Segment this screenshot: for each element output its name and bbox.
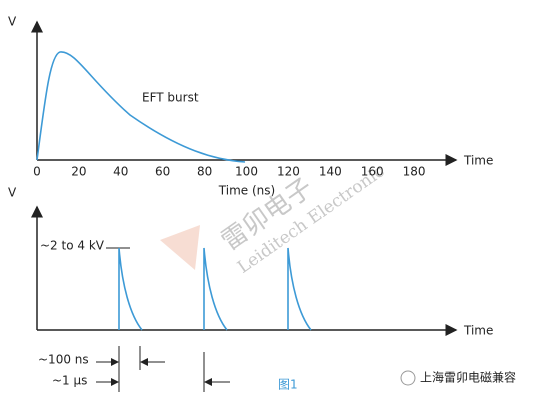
caption: 图1 [278,378,298,392]
burst-curve [36,51,246,163]
source: 上海雷卯电磁兼容 [420,370,516,385]
x-tick-label: 120 [277,165,300,179]
y-label: V [8,15,17,29]
pulse-width-label: ~100 ns [38,353,89,367]
annotation: EFT burst [142,91,199,105]
top-chart: V Time Time (ns) EFT burst 0 20 40 60 80 100 1… [8,15,493,198]
x-tick-label: 80 [197,165,212,179]
wechat-icon [400,370,416,386]
period-label: ~1 μs [52,374,87,388]
x-tick-label: 60 [155,165,170,179]
x-ticks: 0 20 40 60 80 100 120 140 160 180 [33,165,425,179]
x-tick-label: 180 [403,165,426,179]
x-tick-label: 140 [319,165,342,179]
x-end-label: Time [463,154,493,168]
amplitude-label: ~2 to 4 kV [40,239,105,253]
pulse [118,247,143,331]
x-axis-title: Time (ns) [218,184,275,198]
pulse [203,247,228,331]
y-label: V [8,186,17,200]
x-tick-label: 20 [71,165,86,179]
bottom-chart: V Time ~2 to 4 kV ~100 ns ~1 μs [8,186,493,392]
x-tick-label: 100 [235,165,258,179]
x-tick-label: 160 [361,165,384,179]
x-tick-label: 0 [33,165,41,179]
pulse [287,247,312,331]
watermark: 雷卯电子 Leiditech Electronic [160,161,388,278]
x-end-label: Time [463,324,493,338]
x-tick-label: 40 [113,165,128,179]
